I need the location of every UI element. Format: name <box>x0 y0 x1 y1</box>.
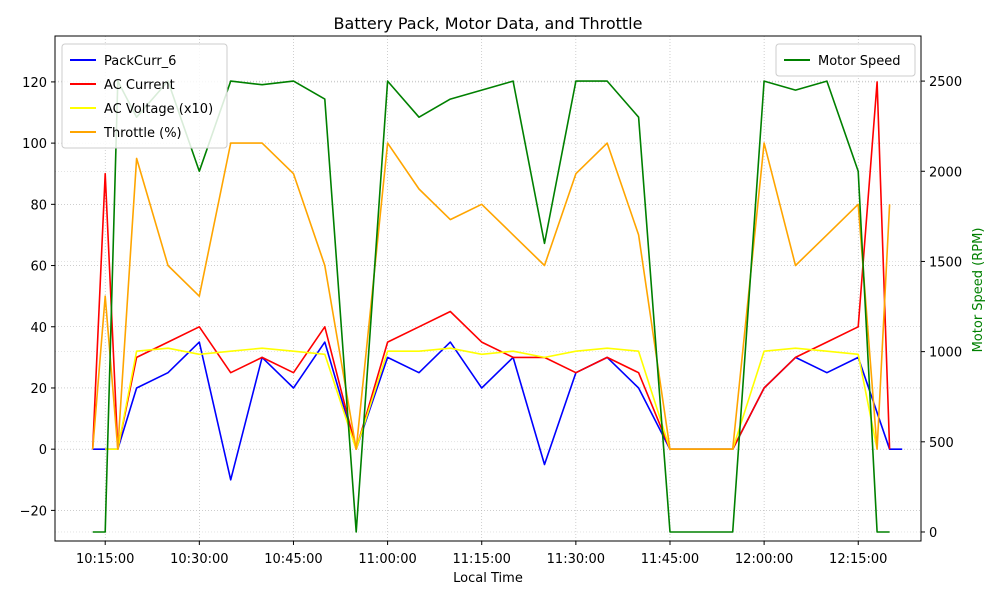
x-tick-label: 11:00:00 <box>358 552 416 567</box>
x-tick-label: 11:30:00 <box>547 552 605 567</box>
legend-box <box>775 43 916 77</box>
y-left-tick-label: 80 <box>30 198 47 213</box>
y-left-tick-label: 120 <box>22 76 47 91</box>
series-line-ac-voltage-x10 <box>105 347 878 451</box>
y-right-tick-label: 1000 <box>929 346 962 361</box>
x-axis-title: Local Time <box>453 571 523 586</box>
y-left-tick-label: 20 <box>30 382 47 397</box>
y-left-tick-label: 60 <box>30 260 47 275</box>
x-tick-label: 10:45:00 <box>264 552 322 567</box>
x-tick-label: 12:15:00 <box>829 552 887 567</box>
y-right-tick-label: 1500 <box>929 255 962 270</box>
legend-entry: PackCurr_6 <box>104 54 176 69</box>
right-y-axis-title: Motor Speed (RPM) <box>971 228 986 353</box>
chart-title: Battery Pack, Motor Data, and Throttle <box>334 14 643 33</box>
y-left-tick-label: 100 <box>22 137 47 152</box>
y-right-tick-label: 2000 <box>929 165 962 180</box>
series-line-throttle <box>91 142 891 451</box>
y-right-tick-label: 0 <box>929 526 937 541</box>
y-left-tick-label: −20 <box>20 504 47 519</box>
y-left-tick-label: 0 <box>39 443 47 458</box>
x-tick-label: 12:00:00 <box>735 552 793 567</box>
legend-entry: Throttle (%) <box>103 126 182 141</box>
plot-frame <box>54 35 922 542</box>
grid-layer <box>55 36 921 541</box>
x-tick-label: 11:15:00 <box>453 552 511 567</box>
axis-layer: 10:15:00 10:30:00 10:45:00 11:00:00 11:15:00… <box>20 75 963 567</box>
legend-entry: AC Voltage (x10) <box>104 102 213 117</box>
legend-entry: AC Current <box>104 78 175 93</box>
x-tick-label: 10:30:00 <box>170 552 228 567</box>
x-tick-label: 10:15:00 <box>76 552 134 567</box>
y-right-tick-label: 2500 <box>929 75 962 90</box>
x-tick-label: 11:45:00 <box>641 552 699 567</box>
legend-left: PackCurr_6 AC Current AC Voltage (x10) Thro… <box>61 43 228 149</box>
y-right-tick-label: 500 <box>929 436 954 451</box>
series-layer <box>91 80 903 533</box>
legend-entry: Motor Speed <box>818 54 900 69</box>
legend-box <box>61 43 228 149</box>
legend-right: Motor Speed <box>775 43 916 77</box>
y-left-tick-label: 40 <box>30 321 47 336</box>
series-line-ac-current <box>91 81 891 451</box>
